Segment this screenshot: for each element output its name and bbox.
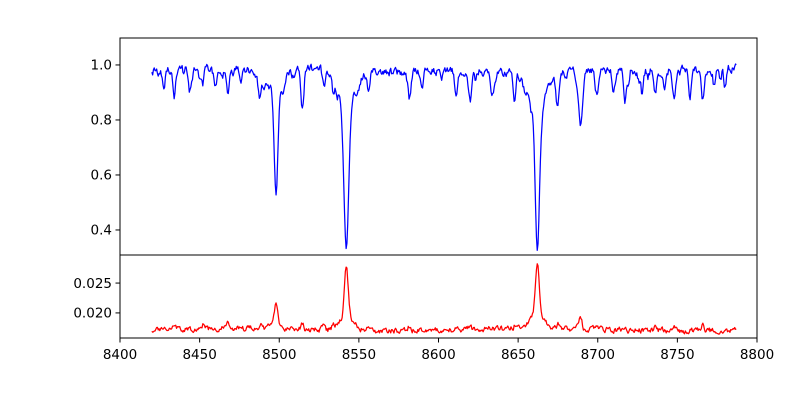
x-tick-label: 8450 [182,347,216,363]
x-tick-label: 8550 [342,347,376,363]
error-y-ticks [115,282,120,314]
x-tick-label: 8750 [660,347,694,363]
spectrum-y-tick-labels: 1.0 0.8 0.6 0.4 [91,58,112,239]
x-tick-label: 8400 [103,347,137,363]
error-y-tick-labels: 0.025 0.020 [73,276,112,322]
x-tick-label: 8700 [581,347,615,363]
y-tick-label: 0.8 [91,113,112,129]
x-tick-label: 8800 [740,347,774,363]
y-tick-label: 0.025 [73,276,112,292]
y-tick-label: 1.0 [91,58,112,74]
y-tick-label: 0.4 [91,223,112,239]
y-tick-label: 0.6 [91,168,112,184]
y-tick-label: 0.020 [73,306,112,322]
x-tick-label: 8500 [262,347,296,363]
error-line [151,263,737,335]
x-tick-label: 8650 [501,347,535,363]
spectrum-line [151,63,737,251]
x-ticks [119,338,758,343]
x-tick-labels: 8400 8450 8500 8550 8600 8650 8700 8750 8800 [103,347,774,363]
x-tick-label: 8600 [421,347,455,363]
spectrum-y-ticks [115,64,120,231]
